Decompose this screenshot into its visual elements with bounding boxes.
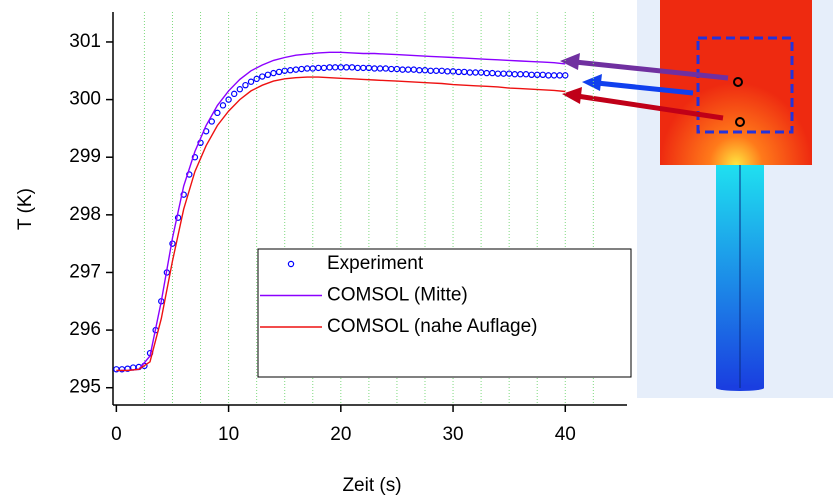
data-point xyxy=(292,66,300,73)
data-point xyxy=(438,67,446,74)
x-tick-label: 30 xyxy=(442,424,463,445)
y-tick-label: 296 xyxy=(69,319,101,340)
series-line xyxy=(116,76,566,372)
data-point xyxy=(219,102,227,109)
legend-label: COMSOL (nahe Auflage) xyxy=(327,316,538,337)
data-point xyxy=(348,64,356,71)
arrowhead xyxy=(560,53,580,70)
legend: Experiment COMSOL (Mitte) COMSOL (nahe Auf… xyxy=(257,248,632,378)
data-point xyxy=(539,71,547,79)
legend-box xyxy=(257,248,632,378)
data-point xyxy=(247,78,255,85)
data-point xyxy=(242,81,249,89)
data-point xyxy=(500,70,507,77)
legend-label: COMSOL (Mitte) xyxy=(327,285,468,306)
data-point xyxy=(236,86,244,93)
x-tick-label: 0 xyxy=(111,424,122,445)
data-point xyxy=(489,69,496,77)
data-point xyxy=(399,66,406,73)
data-point xyxy=(483,69,490,77)
data-point xyxy=(214,109,221,117)
data-point xyxy=(416,67,423,74)
data-point xyxy=(444,68,451,75)
data-point xyxy=(410,66,417,73)
arrowhead xyxy=(562,87,582,104)
data-point xyxy=(455,68,462,76)
arrow xyxy=(576,93,724,121)
data-point xyxy=(461,68,468,76)
data-point xyxy=(354,64,361,72)
data-point xyxy=(371,65,378,72)
data-point xyxy=(303,65,311,72)
illustration xyxy=(560,0,833,398)
data-point xyxy=(326,64,333,71)
data-point xyxy=(517,71,524,78)
arrow xyxy=(596,80,694,96)
data-point xyxy=(404,66,412,73)
y-tick-label: 299 xyxy=(69,146,101,167)
y-tick-label: 300 xyxy=(69,89,101,110)
data-point xyxy=(343,64,350,71)
data-point xyxy=(225,96,232,103)
block xyxy=(660,0,812,165)
data-point xyxy=(556,72,563,79)
x-tick-label: 20 xyxy=(330,424,351,445)
series-line xyxy=(116,51,566,372)
y-tick-label: 301 xyxy=(69,31,101,52)
data-point xyxy=(275,68,283,76)
y-tick-label: 298 xyxy=(69,204,101,225)
data-point xyxy=(494,70,502,77)
sensor xyxy=(733,77,743,87)
data-point xyxy=(388,65,395,73)
data-point xyxy=(264,71,272,79)
x-tick-label: 40 xyxy=(555,424,576,445)
x-axis-label: Zeit (s) xyxy=(342,475,401,496)
data-point xyxy=(528,71,535,79)
data-point xyxy=(287,67,294,74)
data-point xyxy=(360,64,367,72)
sensor xyxy=(735,117,745,127)
plot: 0 10 20 30 40 295 296 297 298 299 300 301 Experiment… xyxy=(69,12,632,445)
y-tick-label: 297 xyxy=(69,261,101,282)
arrowhead xyxy=(582,74,602,91)
data-point xyxy=(376,65,384,72)
y-tick-label: 295 xyxy=(69,377,101,398)
data-point xyxy=(550,72,558,79)
data-point xyxy=(332,64,339,71)
data-point xyxy=(124,365,131,372)
legend-label: Experiment xyxy=(327,253,424,274)
data-point xyxy=(298,65,305,73)
data-point xyxy=(472,69,479,76)
region xyxy=(696,36,794,134)
data-point xyxy=(427,67,434,74)
data-point xyxy=(320,64,328,72)
legend-marker xyxy=(287,260,295,268)
arrow xyxy=(574,59,729,81)
y-axis-label: T (K) xyxy=(15,188,36,230)
data-point xyxy=(259,73,266,80)
data-point xyxy=(253,75,260,83)
data-point xyxy=(315,64,322,72)
data-point xyxy=(208,118,215,125)
data-point xyxy=(562,72,569,79)
data-point xyxy=(545,72,552,79)
data-point xyxy=(382,65,389,72)
data-point xyxy=(511,71,518,78)
data-point xyxy=(270,69,277,77)
x-tick-label: 10 xyxy=(218,424,239,445)
data-point xyxy=(466,69,474,76)
data-point xyxy=(522,71,530,78)
data-point xyxy=(231,90,238,98)
data-point xyxy=(433,67,440,74)
data-point xyxy=(180,191,187,198)
